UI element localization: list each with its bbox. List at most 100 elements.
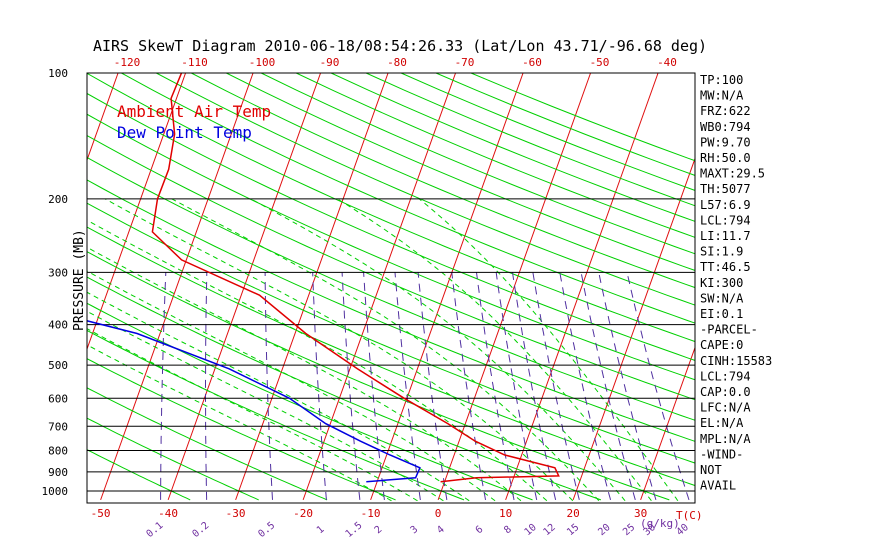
index-label: PW:9.70 (700, 135, 751, 149)
moist-adiabat-line (87, 328, 418, 502)
top-temperature-tick-label: -70 (455, 56, 475, 69)
mixing-ratio-label: 10 (523, 522, 539, 538)
top-temperature-tick-label: -100 (249, 56, 276, 69)
top-temperature-tick-label: -50 (590, 56, 610, 69)
legend-temperature: Ambient Air Temp (117, 102, 271, 121)
mixing-ratio-label: 12 (541, 522, 557, 538)
pressure-tick-label: 500 (48, 359, 68, 372)
dry-adiabat-line (87, 387, 328, 501)
isotherm-line (87, 73, 187, 351)
temperature-profile-line (151, 73, 560, 483)
index-label: MPL:N/A (700, 432, 751, 446)
legend-dewpoint: Dew Point Temp (117, 123, 252, 142)
moist-adiabat-line (250, 198, 626, 502)
isotherm-line (0, 73, 51, 500)
moist-adiabat-line (337, 198, 652, 501)
mixing-ratio-line (363, 272, 385, 500)
pressure-tick-label: 800 (48, 444, 68, 457)
pressure-tick-label: 100 (48, 67, 68, 80)
mixing-ratio-label: 20 (596, 522, 612, 538)
bottom-temperature-tick-label: 10 (499, 507, 512, 520)
mixing-ratio-label: 0.1 (145, 520, 166, 540)
top-temperature-tick-label: -80 (387, 56, 407, 69)
dry-adiabat-line (87, 135, 695, 401)
bottom-temperature-tick-label: 20 (566, 507, 579, 520)
pressure-tick-label: 200 (48, 193, 68, 206)
index-label: KI:300 (700, 276, 743, 290)
mixing-ratio-label: 1.5 (344, 520, 365, 540)
index-label: -WIND- (700, 447, 743, 461)
pressure-tick-label: 900 (48, 466, 68, 479)
mixing-ratio-label: 0.5 (256, 520, 277, 540)
dry-adiabat-line (87, 276, 602, 501)
dry-adiabat-line (121, 73, 695, 324)
pressure-tick-label: 1000 (42, 485, 69, 498)
dewpoint-profile-line (87, 320, 421, 483)
index-label: SW:N/A (700, 291, 744, 305)
mixing-ratio-label: 6 (474, 524, 486, 536)
top-temperature-tick-label: -120 (114, 56, 141, 69)
dry-adiabat-line (87, 179, 695, 442)
mixing-ratio-label: 25 (621, 522, 637, 538)
index-label: LI:11.7 (700, 229, 751, 243)
index-label: CINH:15583 (700, 354, 772, 368)
isotherm-line (505, 73, 659, 501)
mixing-ratio-label: 8 (502, 524, 514, 536)
dry-adiabat-line (87, 156, 695, 421)
moist-adiabat-line (87, 291, 470, 502)
index-label: L57:6.9 (700, 198, 751, 212)
index-label: WB0:794 (700, 120, 751, 134)
dry-adiabat-line (87, 92, 695, 361)
pressure-tick-label: 300 (48, 266, 68, 279)
top-temperature-tick-label: -40 (657, 56, 677, 69)
bottom-temperature-tick-label: 30 (634, 507, 647, 520)
moist-adiabat-line (104, 198, 574, 502)
pressure-tick-label: 600 (48, 392, 68, 405)
pressure-tick-label: 700 (48, 420, 68, 433)
dry-adiabat-line (87, 226, 695, 487)
index-label: AVAIL (700, 479, 736, 493)
moist-adiabat-line (171, 198, 600, 502)
isotherm-line (640, 346, 695, 501)
mixing-ratio-line (559, 272, 611, 501)
isotherm-line (776, 73, 870, 500)
dry-adiabat-line (87, 302, 533, 501)
index-label: LCL:794 (700, 369, 751, 383)
mixing-ratio-line (532, 272, 580, 501)
moist-adiabat-line (418, 198, 679, 502)
isotherm-line (843, 73, 870, 500)
mixing-ratio-line (160, 272, 167, 500)
moist-adiabat-line (87, 246, 522, 502)
mixing-ratio-label: 2 (373, 524, 385, 536)
dry-adiabat-line (87, 417, 259, 501)
plot-frame (86, 72, 696, 504)
dry-adiabat-line (260, 73, 695, 255)
mixing-ratio-label: 3 (409, 524, 421, 536)
index-label: FRZ:622 (700, 104, 751, 118)
moist-adiabat-line (87, 270, 496, 502)
bottom-temperature-tick-label: -10 (361, 507, 381, 520)
bottom-temperature-tick-label: -40 (158, 507, 178, 520)
y-axis-title: PRESSURE (MB) (72, 229, 87, 331)
mixing-ratio-line (205, 272, 208, 500)
chart-title: AIRS SkewT Diagram 2010-06-18/08:54:26.3… (93, 37, 707, 55)
dry-adiabat-line (87, 73, 695, 343)
top-temperature-tick-label: -90 (320, 56, 340, 69)
mixing-ratio-label: 0.2 (191, 520, 212, 540)
index-label: LCL:794 (700, 213, 751, 227)
bottom-temperature-tick-label: 0 (435, 507, 442, 520)
mixing-ratio-label: 15 (565, 522, 581, 538)
dry-adiabat-line (156, 73, 695, 306)
index-label: -PARCEL- (700, 323, 758, 337)
bottom-temperature-tick-label: -30 (226, 507, 246, 520)
dry-adiabat-line (226, 73, 695, 271)
mixing-ratio-label: 4 (435, 524, 447, 536)
pressure-tick-label: 400 (48, 319, 68, 332)
top-temperature-tick-label: -110 (181, 56, 208, 69)
bottom-temperature-tick-label: -50 (91, 507, 111, 520)
mixing-ratio-label: 1 (315, 524, 327, 536)
dry-adiabat-line (191, 73, 695, 289)
mixing-ratio-line (598, 272, 657, 501)
dry-adiabat-line (295, 73, 695, 238)
index-label: NOT (700, 463, 722, 477)
